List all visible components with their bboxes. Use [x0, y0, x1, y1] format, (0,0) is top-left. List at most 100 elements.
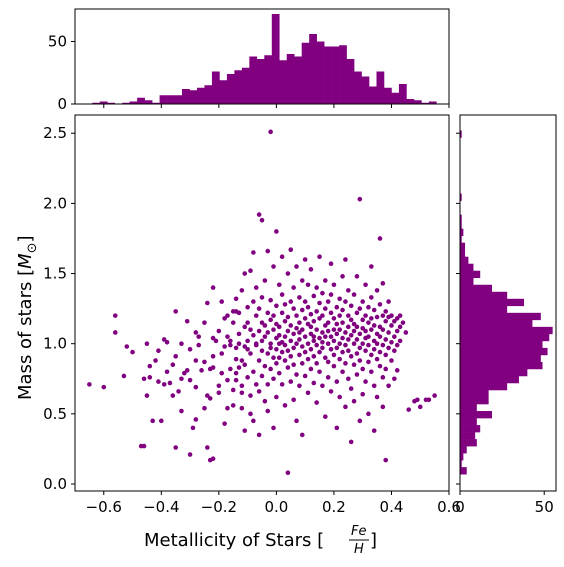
scatter-point [371, 307, 377, 313]
scatter-point [340, 274, 345, 279]
scatter-point [265, 310, 271, 316]
scatter-point [176, 389, 181, 394]
scatter-point [294, 325, 299, 331]
y-axis-label: Mass of stars [M⊙] [15, 235, 40, 400]
scatter-point [360, 317, 365, 323]
scatter-point [193, 384, 199, 390]
scatter-point [334, 304, 340, 310]
x-tick-label: −0.4 [143, 498, 179, 516]
scatter-point [276, 282, 282, 288]
scatter-point [320, 345, 325, 351]
scatter-point [299, 278, 305, 283]
top-hist-bar [301, 42, 310, 104]
top-hist-bar [249, 56, 258, 104]
right-hist-bar [460, 305, 508, 314]
scatter-point [305, 282, 311, 288]
scatter-point [219, 370, 225, 376]
top-hist-bar [316, 41, 325, 104]
scatter-point [302, 373, 308, 379]
scatter-point [308, 324, 314, 330]
right-hist-bar [460, 453, 464, 461]
scatter-point [317, 254, 322, 260]
scatter-point [371, 346, 377, 352]
x-axis-label-close: ] [370, 530, 377, 551]
scatter-point [392, 348, 397, 354]
scatter-point [340, 335, 345, 341]
scatter-point [265, 351, 271, 356]
scatter-point [242, 428, 248, 433]
scatter-point [222, 421, 227, 426]
scatter-point [357, 358, 363, 363]
scatter-point [112, 330, 118, 335]
top-hist-bar [383, 87, 392, 104]
x-axis-label-frac-den: H [354, 542, 364, 557]
scatter-point [328, 292, 334, 297]
y-tick-label: 1.0 [43, 335, 67, 353]
scatter-point [386, 345, 391, 351]
scatter-point [308, 331, 314, 337]
scatter-point [210, 285, 216, 290]
right-hist-bar [460, 432, 476, 440]
right-hist-bar [460, 446, 467, 454]
top-hist-bar [324, 46, 332, 104]
scatter-point [225, 313, 230, 318]
scatter-point [236, 331, 242, 337]
scatter-point [130, 349, 135, 355]
right-hist-bar [460, 467, 467, 475]
scatter-point [219, 299, 225, 304]
scatter-point [320, 330, 325, 335]
scatter-point [274, 346, 279, 352]
y-tick-label: 0.5 [43, 405, 67, 423]
scatter-point [259, 373, 265, 379]
right-hist-bar [460, 397, 489, 405]
scatter-point [432, 393, 437, 398]
scatter-point [222, 344, 227, 349]
scatter-point [334, 345, 340, 351]
right-hist-bar [460, 312, 541, 321]
scatter-point [242, 271, 248, 276]
scatter-point [311, 338, 317, 344]
scatter-point [305, 341, 311, 346]
scatter-point [285, 365, 291, 370]
scatter-point [369, 295, 374, 300]
scatter-point [207, 396, 213, 401]
scatter-point [245, 304, 250, 310]
scatter-point [308, 267, 314, 272]
scatter-point [279, 292, 285, 297]
scatter-point [343, 330, 348, 335]
scatter-point [153, 358, 158, 363]
scatter-point [245, 320, 250, 325]
top-hist-bar [271, 14, 280, 104]
scatter-point [256, 212, 262, 217]
scatter-point [346, 313, 351, 318]
top-hist-bar [413, 100, 422, 104]
scatter-point [366, 342, 371, 348]
scatter-point [346, 288, 351, 293]
scatter-point [302, 349, 308, 355]
scatter-point [357, 196, 363, 202]
right-hist-bar [460, 242, 466, 250]
right-hist-bar [460, 214, 462, 222]
scatter-point [256, 358, 262, 363]
scatter-point [262, 278, 268, 283]
top-hist-bar [152, 102, 160, 104]
scatter-point [233, 370, 239, 376]
top-hist-bar [219, 80, 228, 104]
scatter-point [285, 314, 291, 320]
scatter-point [369, 352, 374, 358]
scatter-point [383, 352, 389, 358]
scatter-point [346, 348, 351, 354]
scatter-point [320, 290, 325, 296]
scatter-point [202, 320, 207, 325]
scatter-point [196, 334, 202, 339]
right-hist-bar [460, 411, 492, 419]
scatter-point [141, 376, 147, 382]
scatter-point [337, 296, 342, 302]
right-hist-bar [460, 326, 553, 335]
scatter-point [308, 311, 314, 317]
scatter-point [251, 332, 256, 338]
scatter-point [351, 362, 357, 368]
scatter-point [348, 354, 354, 359]
scatter-point [297, 352, 302, 358]
right-hist-bar [460, 439, 477, 447]
